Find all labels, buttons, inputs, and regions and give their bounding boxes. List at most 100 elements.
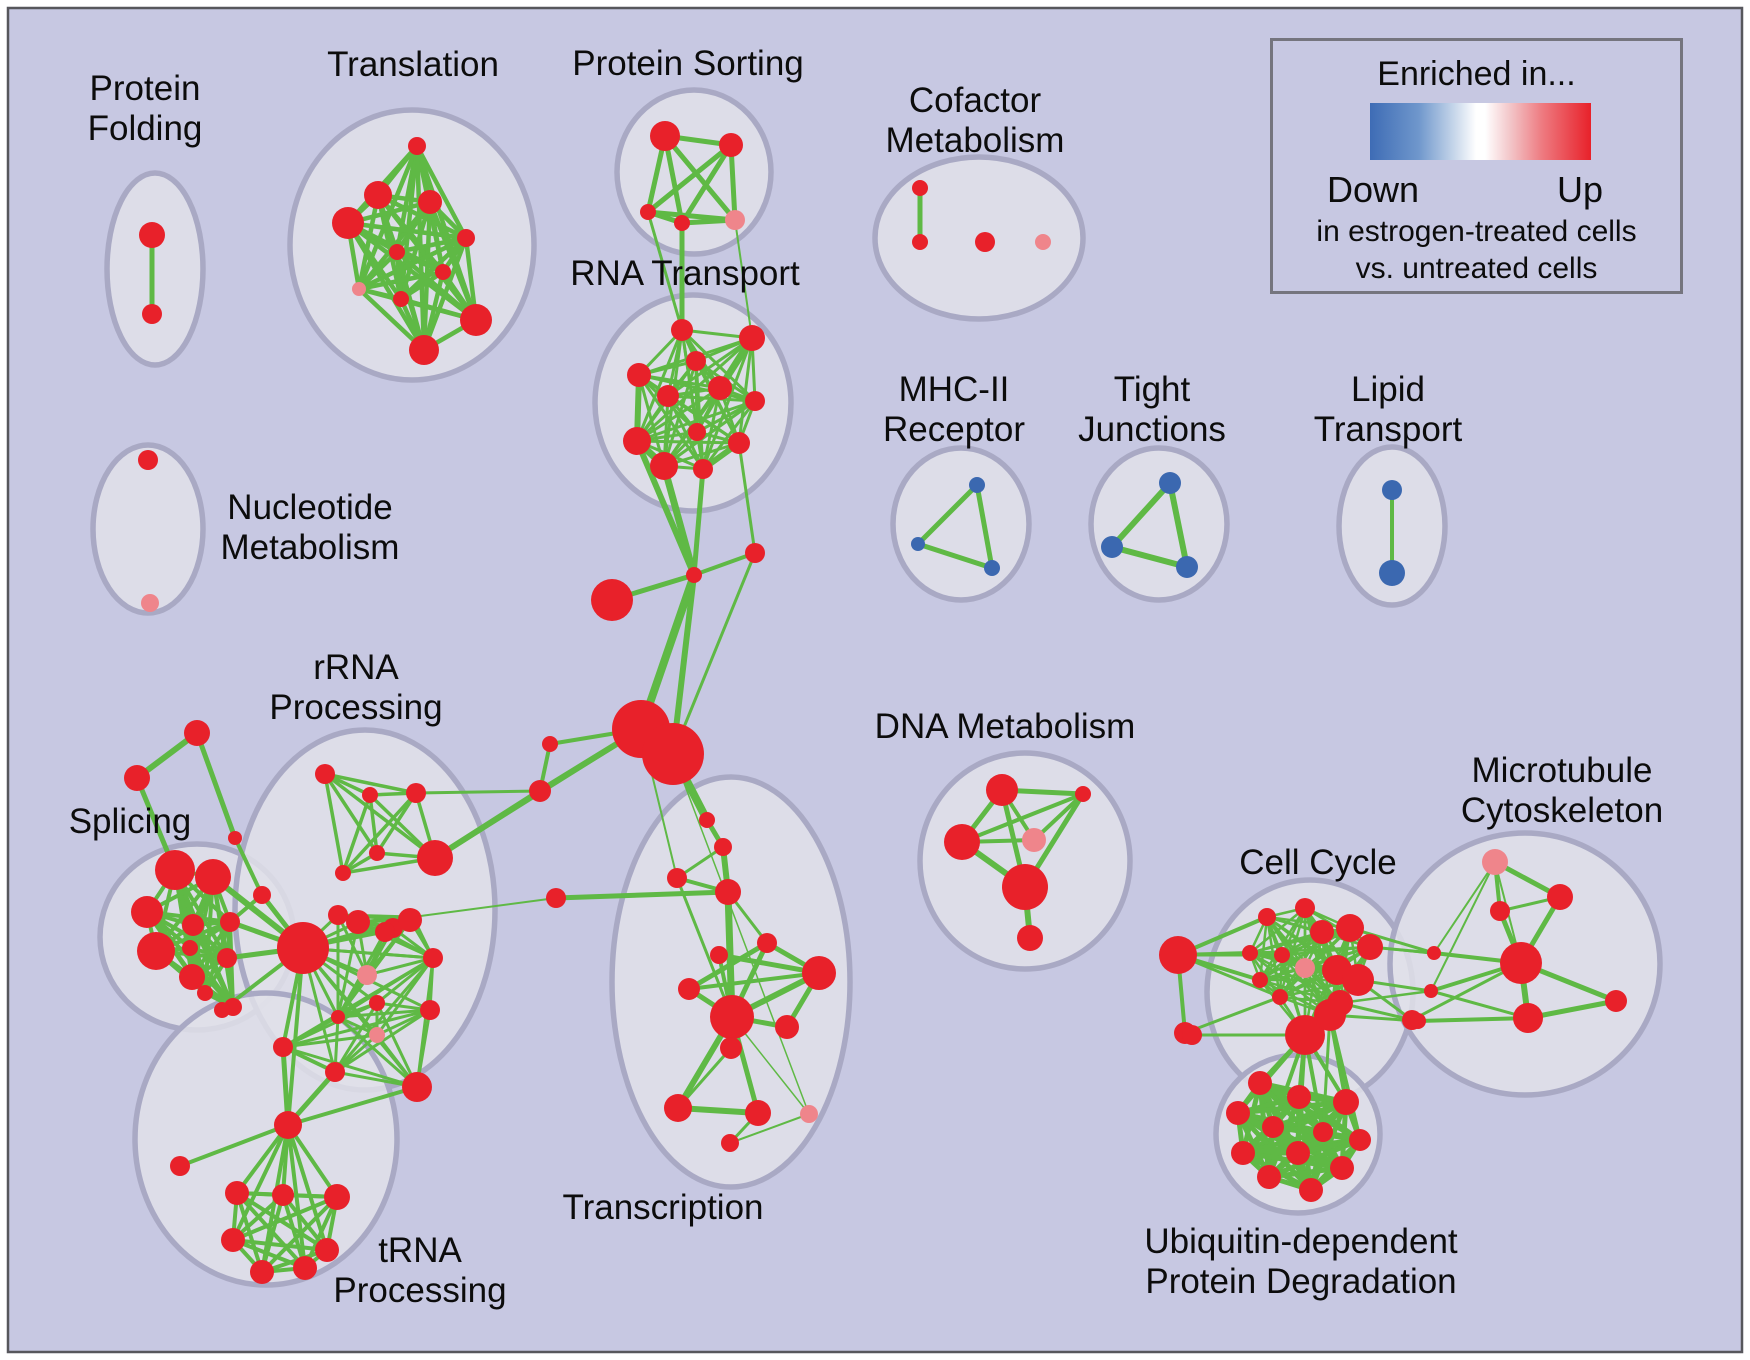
gene-set-node — [642, 723, 704, 785]
edge — [1369, 946, 1522, 964]
gene-set-node — [1424, 984, 1438, 998]
edge — [341, 793, 372, 875]
gene-set-node — [182, 914, 204, 936]
edge — [635, 439, 741, 445]
edge — [737, 441, 757, 555]
edge — [281, 1008, 432, 1049]
gene-set-node — [1242, 945, 1258, 961]
gene-set-node — [1002, 864, 1048, 910]
edge — [701, 336, 754, 471]
cluster-ellipse-mhc-ii-receptor — [890, 445, 1032, 603]
gene-set-node — [155, 850, 195, 890]
gene-set-node — [131, 896, 163, 928]
edge — [345, 220, 427, 353]
gene-set-node — [393, 291, 409, 307]
edge — [281, 1015, 340, 1049]
cluster-label-protein-folding: Folding — [88, 109, 203, 148]
gene-set-node — [912, 234, 928, 250]
gene-set-node — [1357, 934, 1383, 960]
gene-set-node — [529, 780, 551, 802]
cluster-label-dna-metabolism: DNA Metabolism — [875, 707, 1136, 746]
legend-box: Enriched in... Down Up in estrogen-treat… — [1270, 38, 1683, 294]
gene-set-node — [745, 391, 765, 411]
edge — [686, 940, 770, 992]
gene-set-node — [141, 594, 159, 612]
gene-set-node — [719, 133, 743, 157]
cluster-label-cell-cycle: Cell Cycle — [1239, 843, 1397, 882]
edge — [553, 889, 731, 901]
gene-set-node — [137, 932, 175, 970]
gene-set-node — [1379, 560, 1405, 586]
gene-set-node — [1310, 920, 1334, 944]
edge — [188, 946, 235, 1009]
edge — [1258, 930, 1324, 982]
gene-set-node — [912, 180, 928, 196]
gene-set-node — [124, 765, 150, 791]
edge — [646, 210, 684, 332]
edge — [734, 219, 753, 339]
edge — [1429, 989, 1530, 1020]
gene-set-node — [408, 137, 426, 155]
gene-set-node — [170, 1156, 190, 1176]
gene-set-node — [800, 1105, 818, 1123]
edge — [194, 730, 238, 841]
gene-set-node — [328, 905, 348, 925]
edge — [737, 336, 754, 445]
gene-set-node — [375, 922, 395, 942]
edge — [666, 336, 754, 398]
edge — [281, 1045, 419, 1089]
gene-set-node — [1231, 1141, 1255, 1165]
gene-set-node — [389, 244, 405, 260]
legend-subtitle-line2: vs. untreated cells — [1355, 252, 1598, 285]
edge — [635, 328, 684, 443]
cluster-label-nucleotide-metabolism: Metabolism — [221, 528, 400, 567]
gene-set-node — [739, 325, 765, 351]
gene-set-node — [332, 207, 364, 239]
edge — [323, 772, 379, 855]
gene-set-node — [272, 1184, 294, 1206]
cluster-label-ubiquitin-degradation: Protein Degradation — [1145, 1262, 1456, 1301]
gene-set-node — [623, 427, 651, 455]
gene-set-node — [667, 868, 687, 888]
edge — [1321, 1013, 1332, 1134]
gene-set-node — [228, 831, 242, 845]
gene-set-node — [975, 232, 995, 252]
edge — [1416, 1016, 1530, 1023]
gene-set-node — [1330, 1156, 1354, 1180]
gene-set-node — [688, 423, 706, 441]
node-layer — [124, 121, 1627, 1284]
gene-set-node — [650, 121, 680, 151]
cluster-label-nucleotide-metabolism: Nucleotide — [227, 488, 392, 527]
gene-set-node — [423, 948, 443, 968]
gene-set-node — [179, 964, 205, 990]
edge — [915, 541, 995, 571]
gene-set-node — [678, 978, 700, 1000]
cluster-label-splicing: Splicing — [69, 802, 192, 841]
gene-set-node — [984, 560, 1000, 576]
edge — [323, 772, 418, 795]
edge — [1338, 989, 1433, 1005]
gene-set-node — [1410, 1013, 1426, 1029]
gene-set-node — [417, 840, 453, 876]
cluster-label-trna-processing: Processing — [333, 1271, 506, 1310]
gene-set-node — [699, 812, 715, 828]
edge — [1278, 926, 1352, 999]
legend-subtitle-line1: in estrogen-treated cells — [1316, 215, 1637, 248]
edge — [286, 1123, 339, 1199]
gene-set-node — [398, 908, 422, 932]
cluster-label-translation: Translation — [327, 45, 499, 84]
edge — [662, 133, 738, 223]
cluster-label-cofactor-metabolism: Cofactor — [909, 81, 1042, 120]
gene-set-node — [1313, 1122, 1333, 1142]
edge — [635, 399, 757, 443]
legend-title: Enriched in... — [1377, 55, 1576, 93]
edge — [356, 192, 381, 292]
gene-set-node — [369, 845, 385, 861]
gene-set-node — [640, 204, 656, 220]
gene-set-node — [409, 335, 439, 365]
cluster-label-mhc-ii-receptor: Receptor — [883, 410, 1025, 449]
gene-set-node — [214, 1002, 230, 1018]
edge — [235, 1191, 307, 1270]
gene-set-node — [1159, 472, 1181, 494]
edge — [412, 897, 557, 918]
